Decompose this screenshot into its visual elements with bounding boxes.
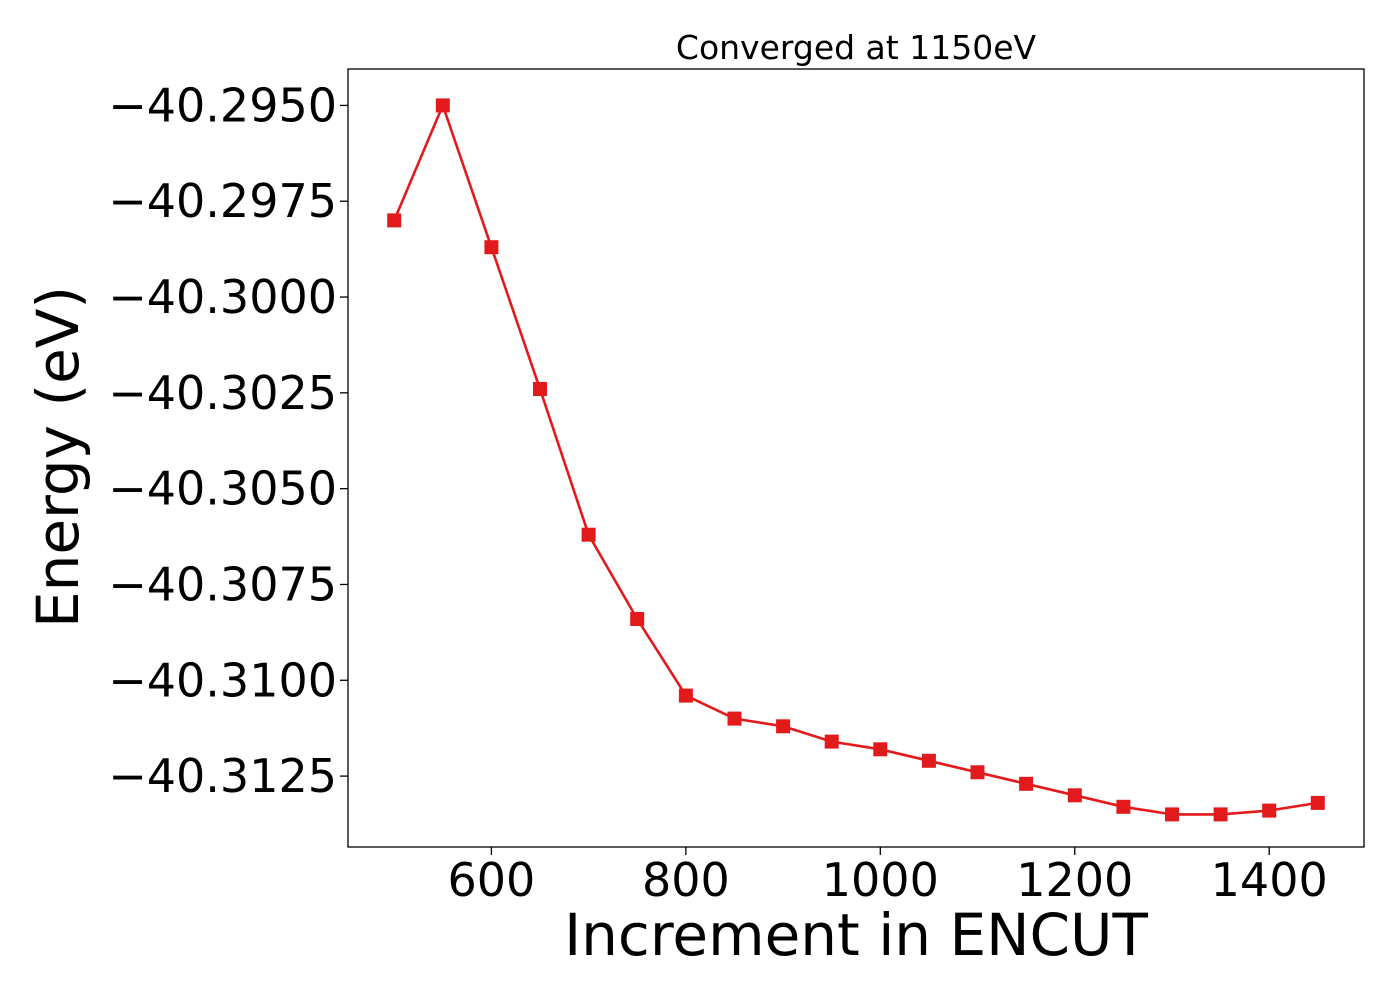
data-point-marker <box>387 213 402 228</box>
data-point-marker <box>970 765 985 780</box>
x-axis-label: Increment in ENCUT <box>564 901 1148 969</box>
data-point-marker <box>1165 807 1179 822</box>
data-point-marker <box>630 612 645 626</box>
data-point-marker <box>776 719 791 734</box>
y-tick-label: −40.2975 <box>108 174 337 228</box>
data-point-marker <box>873 742 888 757</box>
x-tick-label: 1200 <box>1016 853 1133 907</box>
series-line <box>393 104 1319 816</box>
x-tick-label: 1400 <box>1211 853 1328 907</box>
data-point-marker <box>678 688 693 703</box>
x-tick-label: 1000 <box>822 853 939 907</box>
plot-frame <box>347 68 1365 848</box>
x-tick-label: 600 <box>448 853 536 907</box>
data-point-marker <box>1067 788 1082 803</box>
chart-title: Converged at 1150eV <box>676 28 1037 67</box>
data-point-marker <box>484 240 499 255</box>
data-point-marker <box>1019 776 1034 791</box>
data-point-marker <box>727 711 742 726</box>
y-tick-label: −40.2950 <box>108 78 337 132</box>
data-point-marker <box>533 382 547 396</box>
y-tick-label: −40.3125 <box>108 749 337 803</box>
data-point-marker <box>921 753 936 768</box>
y-tick-label: −40.3025 <box>108 366 337 420</box>
y-tick-label: −40.3000 <box>108 270 337 324</box>
plot-area: 600 800 1000 1200 1400 −40.2950 −40.2975 −40.30… <box>108 68 1365 907</box>
data-point-marker <box>824 734 839 749</box>
data-point-marker <box>1213 807 1228 822</box>
data-point-marker <box>1116 799 1131 814</box>
data-point-marker <box>1262 803 1277 818</box>
y-tick-label: −40.3100 <box>108 653 337 707</box>
y-tick-label: −40.3075 <box>108 557 337 611</box>
y-axis-label: Energy (eV) <box>24 286 92 628</box>
data-point-marker <box>1310 795 1325 810</box>
x-tick-label: 800 <box>642 853 730 907</box>
data-point-marker <box>435 98 450 113</box>
y-tick-label: −40.3050 <box>108 462 337 516</box>
data-point-marker <box>581 527 596 542</box>
